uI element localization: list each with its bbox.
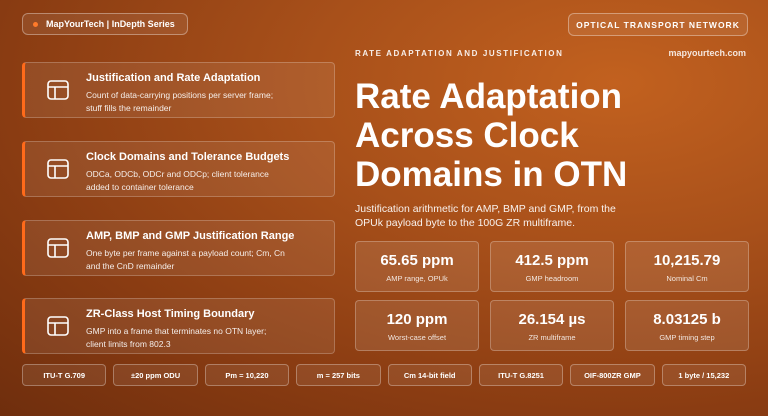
description: Justification arithmetic for AMP, BMP an… bbox=[355, 203, 616, 229]
card-title: ZR-Class Host Timing Boundary bbox=[86, 308, 255, 320]
card: AMP, BMP and GMP Justification Range One … bbox=[22, 220, 335, 276]
stat-card: 65.65 ppm AMP range, OPUk bbox=[355, 241, 479, 292]
stat-card: 10,215.79 Nominal Cm bbox=[625, 241, 749, 292]
stat-label: GMP timing step bbox=[659, 333, 715, 342]
chip: 1 byte / 15,232 bbox=[661, 364, 746, 386]
card-text: ODCa, ODCb, ODCr and ODCp; client tolera… bbox=[86, 169, 269, 192]
brand-pill: MapYourTech | InDepth Series bbox=[22, 13, 188, 35]
title-line: Rate Adaptation bbox=[355, 77, 623, 116]
card: Justification and Rate Adaptation Count o… bbox=[22, 62, 335, 118]
card-icon bbox=[47, 159, 69, 179]
chip: Pm = 10,220 bbox=[204, 364, 290, 386]
card-text: Count of data-carrying positions per ser… bbox=[86, 90, 274, 113]
eyebrow: RATE ADAPTATION AND JUSTIFICATION bbox=[355, 49, 564, 58]
card-icon bbox=[47, 238, 69, 258]
stat-card: 412.5 ppm GMP headroom bbox=[490, 241, 614, 292]
card-title: AMP, BMP and GMP Justification Range bbox=[86, 230, 295, 242]
card-title: Clock Domains and Tolerance Budgets bbox=[86, 151, 290, 163]
chip: ITU-T G.709 bbox=[22, 364, 107, 386]
site: mapyourtech.com bbox=[668, 48, 746, 58]
stat-value: 65.65 ppm bbox=[380, 252, 454, 269]
stat-value: 412.5 ppm bbox=[515, 252, 589, 269]
chip: ±20 ppm ODU bbox=[113, 364, 198, 386]
stat-label: ZR multiframe bbox=[528, 333, 576, 342]
card-text: GMP into a frame that terminates no OTN … bbox=[86, 326, 267, 349]
brand-dot bbox=[33, 21, 38, 27]
stat-value: 10,215.79 bbox=[653, 252, 721, 269]
chip: OIF-800ZR GMP bbox=[570, 364, 655, 386]
topic-tag: OPTICAL TRANSPORT NETWORK bbox=[568, 13, 748, 36]
card-icon bbox=[47, 316, 69, 336]
title-line: Domains in OTN bbox=[355, 155, 628, 194]
stat-value: 8.03125 b bbox=[653, 311, 721, 328]
stat-card: 8.03125 b GMP timing step bbox=[625, 300, 749, 351]
stat-value: 26.154 µs bbox=[518, 311, 586, 328]
card-icon bbox=[47, 80, 69, 100]
stat-value: 120 ppm bbox=[386, 311, 448, 328]
stat-label: GMP headroom bbox=[525, 274, 579, 283]
chip: Cm 14-bit field bbox=[387, 364, 472, 386]
stat-label: AMP range, OPUk bbox=[386, 274, 448, 283]
chip: ITU-T G.8251 bbox=[478, 364, 564, 386]
stat-card: 120 ppm Worst-case offset bbox=[355, 300, 479, 351]
brand: MapYourTech | InDepth Series bbox=[46, 19, 175, 29]
title: Rate Adaptation Across Clock Domains in OT… bbox=[355, 77, 627, 194]
chip: m = 257 bits bbox=[296, 364, 381, 386]
card: ZR-Class Host Timing Boundary GMP into a … bbox=[22, 298, 335, 354]
stat-label: Nominal Cm bbox=[666, 274, 708, 283]
stat-label: Worst-case offset bbox=[387, 333, 447, 342]
card: Clock Domains and Tolerance Budgets ODCa,… bbox=[22, 141, 335, 197]
card-text: One byte per frame against a payload cou… bbox=[86, 248, 285, 271]
card-title: Justification and Rate Adaptation bbox=[86, 72, 261, 84]
title-line: Across Clock bbox=[355, 116, 579, 155]
stat-card: 26.154 µs ZR multiframe bbox=[490, 300, 614, 351]
